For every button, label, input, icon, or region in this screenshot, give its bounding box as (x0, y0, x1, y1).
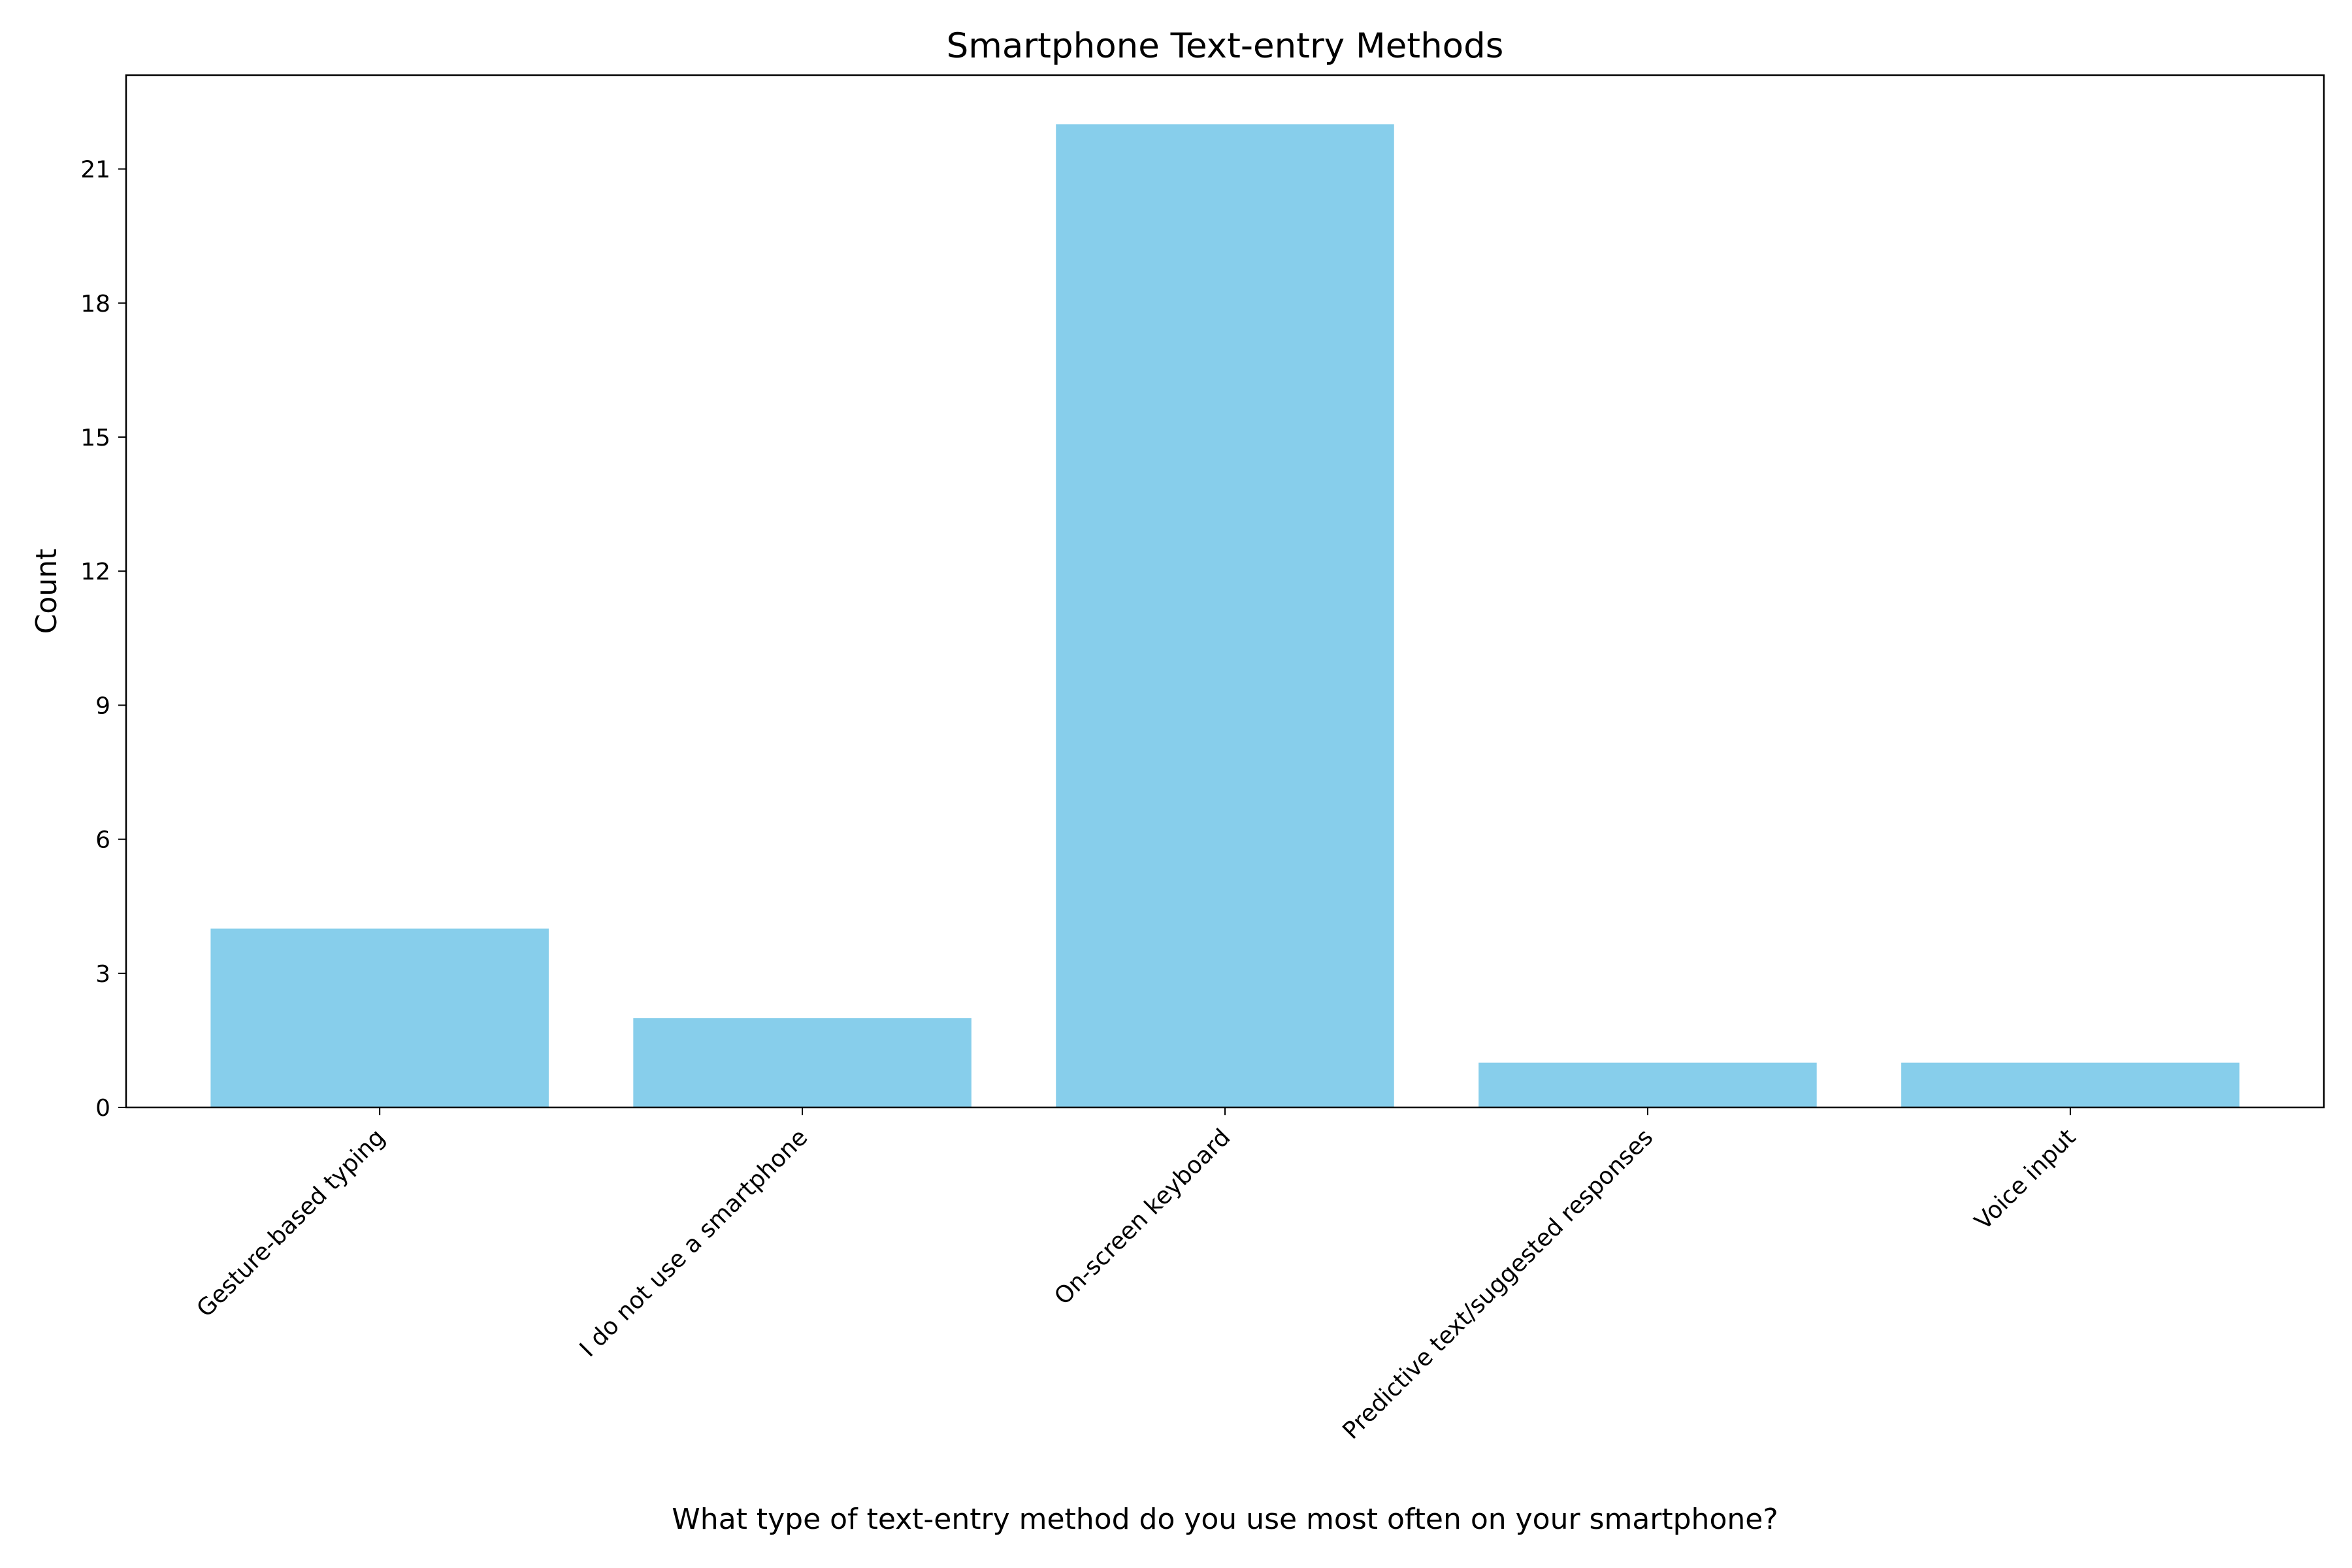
y-tick-label: 3 (95, 961, 110, 988)
bar (1056, 124, 1394, 1108)
plot-frame (125, 74, 2325, 1109)
x-tick-label: On-screen keyboard (1049, 1124, 1235, 1310)
x-axis-ticks: Gesture-based typing I do not use a smart… (192, 1107, 2081, 1445)
bar (210, 928, 549, 1107)
y-axis-ticks: 0 3 6 9 12 15 18 21 (80, 157, 126, 1122)
x-tick-label: Predictive text/suggested responses (1337, 1124, 1658, 1445)
chart-title: Smartphone Text-entry Methods (947, 26, 1504, 66)
y-axis-label: Count (30, 549, 63, 634)
y-tick-label: 6 (95, 827, 110, 854)
x-tick-label: Gesture-based typing (192, 1124, 391, 1322)
bar (633, 1018, 972, 1107)
y-tick-label: 18 (80, 291, 110, 318)
x-tick-label: Voice input (1970, 1124, 2081, 1235)
y-tick-label: 9 (95, 693, 110, 719)
bars-layer (210, 124, 2240, 1108)
y-tick-label: 15 (80, 425, 110, 451)
y-tick-label: 0 (95, 1095, 110, 1122)
x-axis-label: What type of text-entry method do you us… (672, 1503, 1778, 1536)
x-tick-label: I do not use a smartphone (575, 1124, 813, 1362)
y-tick-label: 12 (80, 559, 110, 585)
y-tick-label: 21 (80, 157, 110, 184)
bar (1478, 1062, 1817, 1107)
bar (1901, 1062, 2240, 1107)
